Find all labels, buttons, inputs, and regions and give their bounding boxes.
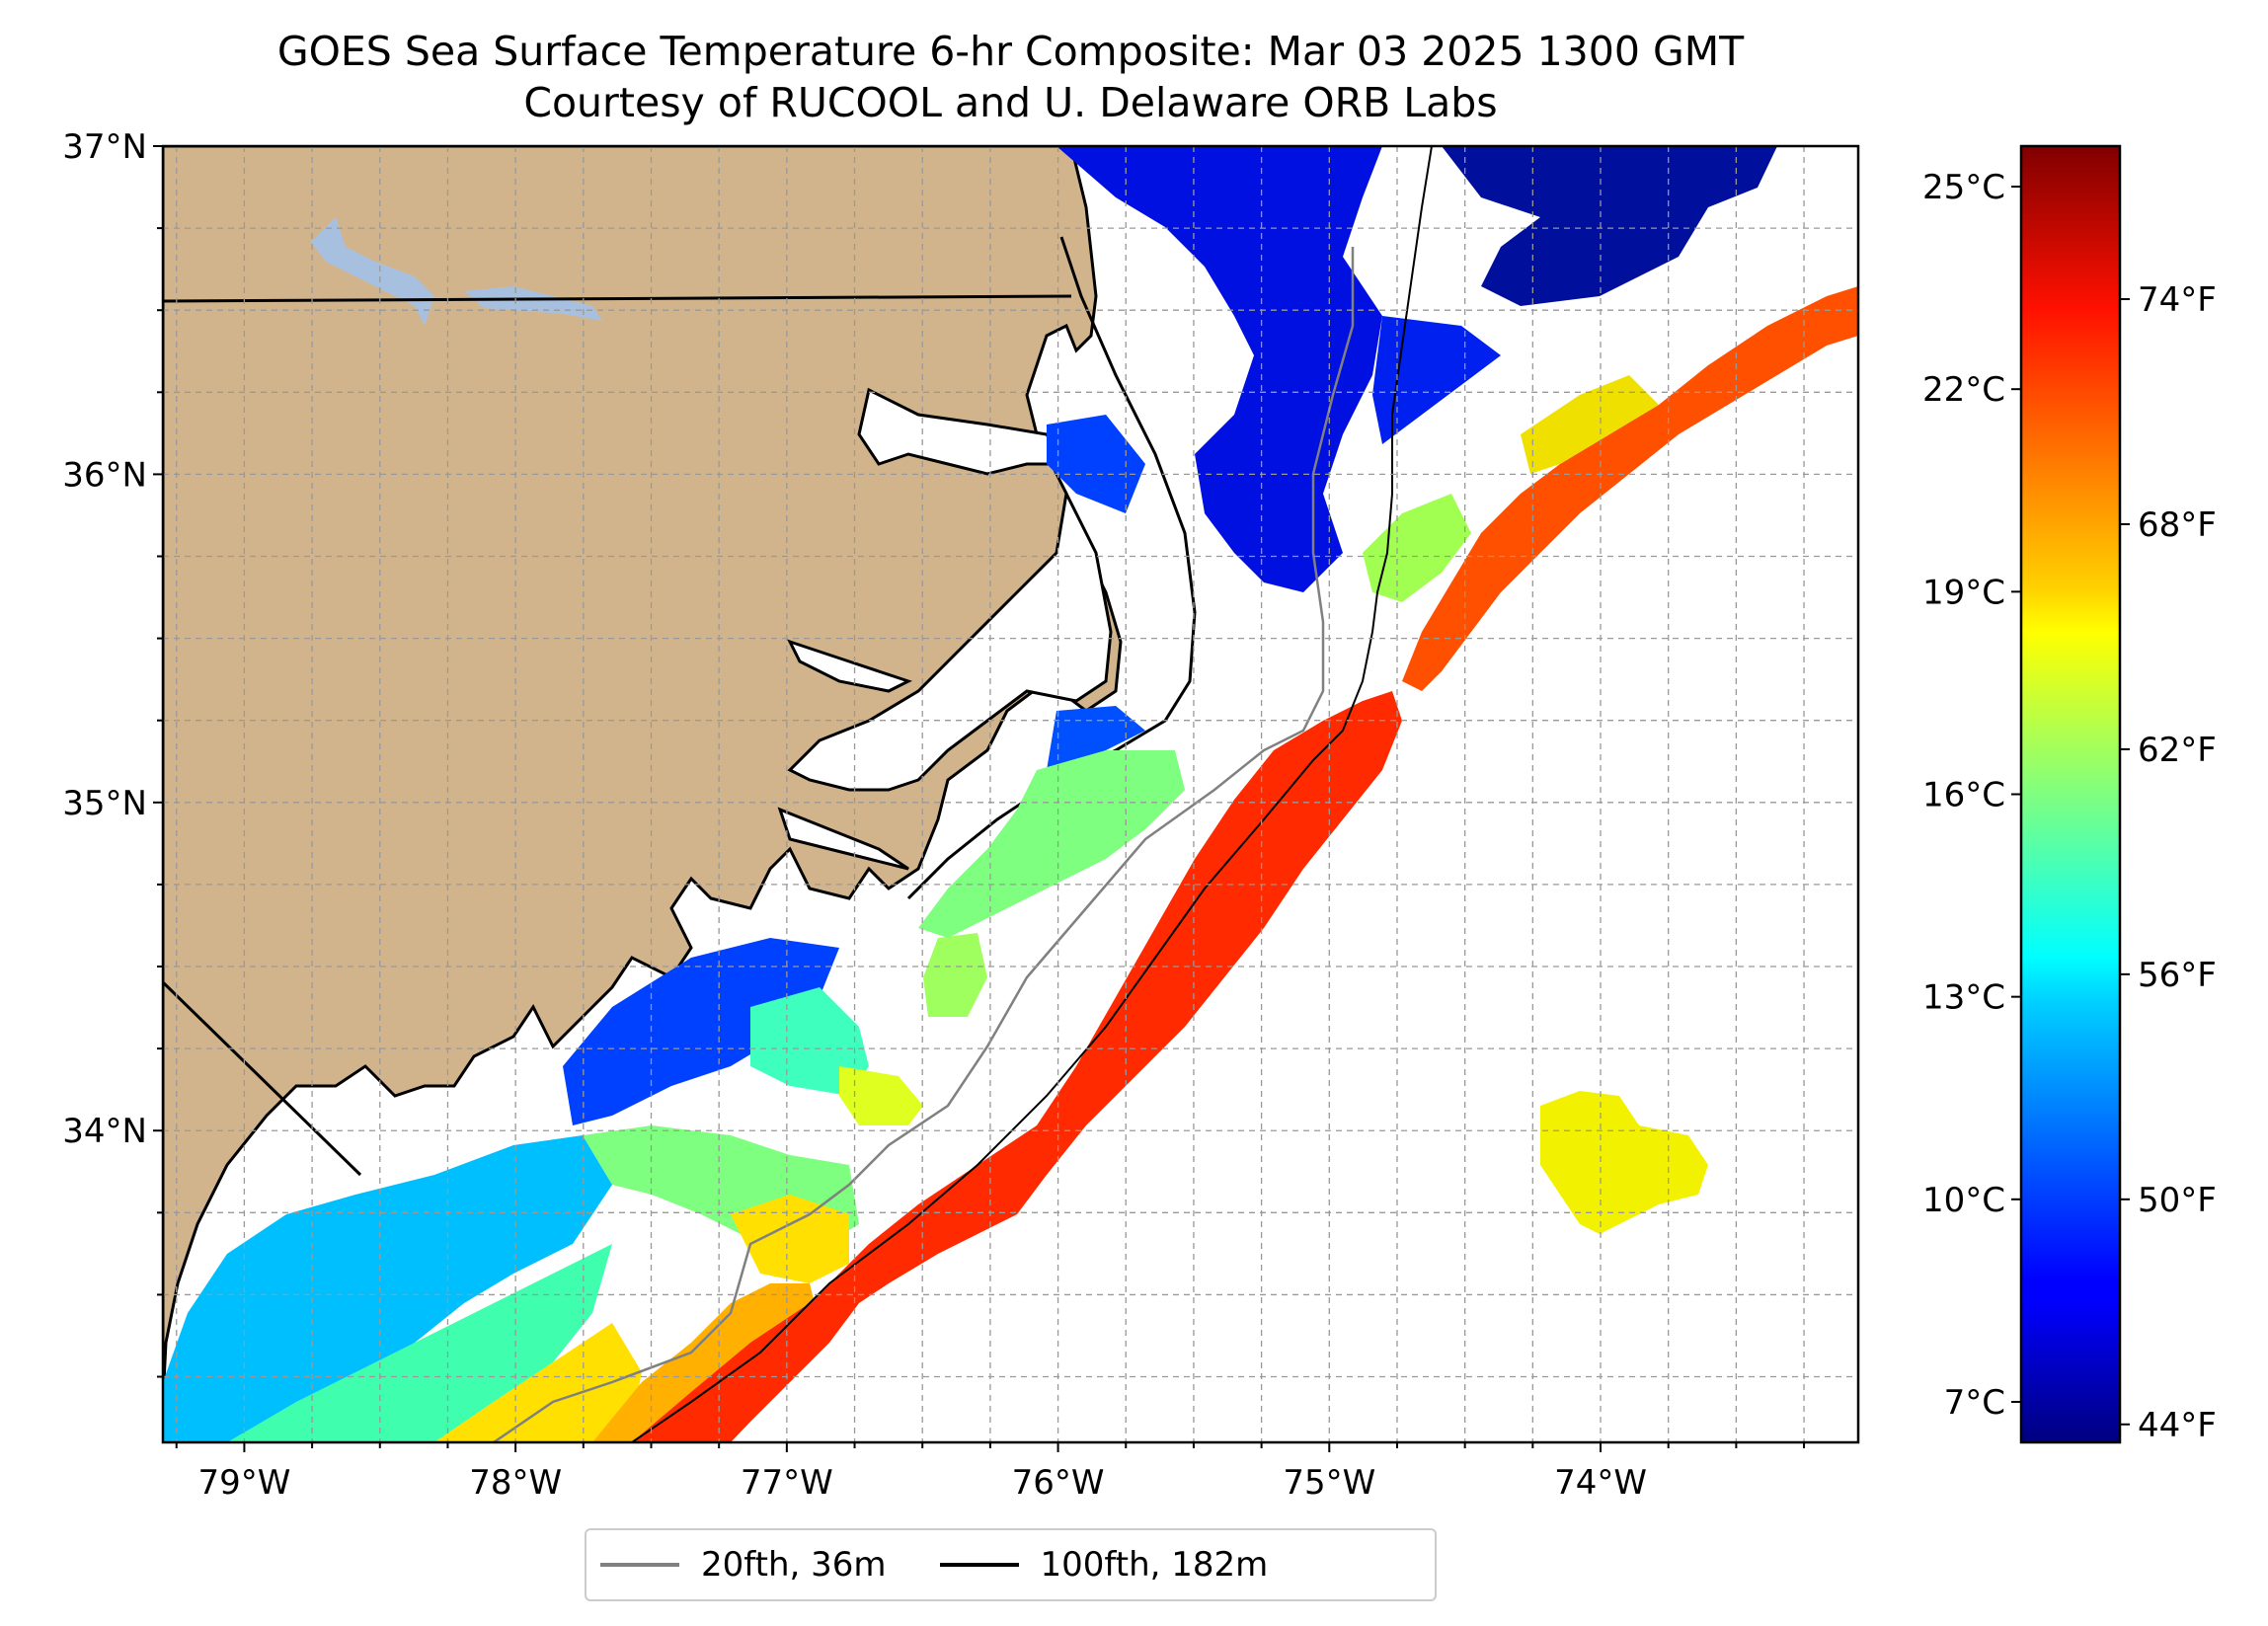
lon-tick-label: 75°W (1283, 1463, 1375, 1503)
nc-sc-border (163, 980, 362, 1177)
sst-long-bay-yellow (434, 1323, 642, 1442)
lat-tick-label: 36°N (62, 455, 147, 495)
pamlico-river (787, 639, 912, 693)
sst-cape-fear-yellow (731, 1195, 849, 1283)
sst-long-bay-green (227, 1244, 612, 1442)
albemarle-sound (857, 387, 1069, 476)
legend-swatch-100fth (939, 1563, 1019, 1567)
colorbar-c-tick-label: 10°C (1922, 1181, 2005, 1220)
lon-tick-label: 77°W (741, 1463, 833, 1503)
colorbar-f-tick-label: 62°F (2138, 731, 2217, 770)
lon-tick-label: 74°W (1554, 1463, 1647, 1503)
map-title: GOES Sea Surface Temperature 6-hr Compos… (276, 28, 1745, 75)
sst-shelf-orange (592, 1283, 820, 1442)
isobath-20fth (493, 247, 1355, 1442)
latitude-axis: 37°N 36°N 35°N 34°N (62, 127, 163, 1378)
sst-gulf-stream-north (1402, 286, 1858, 691)
sst-gulf-stream-south (632, 691, 1402, 1442)
lat-tick-label: 35°N (62, 784, 147, 823)
colorbar-f-tick-label: 68°F (2138, 505, 2217, 545)
colorbar-f-tick-label: 44°F (2138, 1406, 2217, 1445)
lon-tick-label: 76°W (1012, 1463, 1105, 1503)
sst-onslow-bay-blue (563, 938, 839, 1125)
legend-label-20fth: 20fth, 36m (701, 1545, 887, 1585)
sst-albemarle-blue (1047, 415, 1145, 513)
longitude-axis: 79°W 78°W 77°W 76°W 75°W 74°W (175, 1442, 1806, 1503)
sst-pamlico-cold (1047, 706, 1145, 770)
colorbar (2019, 144, 2122, 1444)
sst-offshore-warm-eddy (1540, 1091, 1708, 1234)
outer-banks (906, 236, 1197, 900)
neuse-river (777, 807, 909, 871)
colorbar-c-tick-label: 16°C (1922, 776, 2005, 815)
pamlico-sound (787, 489, 1113, 792)
colorbar-c-tick-label: 7°C (1944, 1383, 2005, 1423)
colorbar-c-tick-label: 22°C (1922, 370, 2005, 410)
colorbar-c-tick-label: 13°C (1922, 978, 2005, 1018)
colorbar-c-tick-label: 19°C (1922, 573, 2005, 612)
sst-far-north-cold (1442, 146, 1777, 306)
isobath-legend: 20fth, 36m 100fth, 182m (585, 1528, 1437, 1601)
sst-outer-banks-cold (1056, 146, 1382, 592)
colorbar-f-tick-label: 74°F (2138, 280, 2217, 320)
sst-gulf-stream-edge (1363, 494, 1471, 602)
sst-raleigh-bay (918, 750, 1185, 938)
colorbar-f-tick-label: 50°F (2138, 1181, 2217, 1220)
colorbar-c-tick-label: 25°C (1922, 168, 2005, 207)
map-frame (161, 144, 1860, 1444)
lon-tick-label: 78°W (469, 1463, 562, 1503)
nc-va-border (163, 294, 1072, 303)
legend-item-20fth: 20fth, 36m (600, 1545, 887, 1585)
lat-tick-label: 34°N (62, 1112, 147, 1151)
lat-tick-label: 37°N (62, 127, 147, 167)
legend-item-100fth: 100fth, 182m (939, 1545, 1269, 1585)
sst-raleigh-bay-small (923, 933, 987, 1017)
colorbar-celsius-axis: 25°C 22°C 19°C 16°C 13°C 10°C 7°C (1922, 168, 2021, 1423)
legend-label-100fth: 100fth, 182m (1040, 1545, 1269, 1585)
legend-swatch-20fth (600, 1563, 679, 1567)
sst-gulf-stream-yellow (1521, 375, 1659, 474)
colorbar-f-tick-label: 56°F (2138, 956, 2217, 995)
map-subtitle: Courtesy of RUCOOL and U. Delaware ORB L… (523, 79, 1498, 126)
colorbar-fahrenheit-axis: 74°F 68°F 62°F 56°F 50°F 44°F (2120, 280, 2217, 1445)
map-grid (163, 146, 1858, 1442)
lon-tick-label: 79°W (197, 1463, 290, 1503)
sst-mid-blue (1372, 316, 1501, 444)
sst-onslow-yellow (839, 1066, 923, 1125)
